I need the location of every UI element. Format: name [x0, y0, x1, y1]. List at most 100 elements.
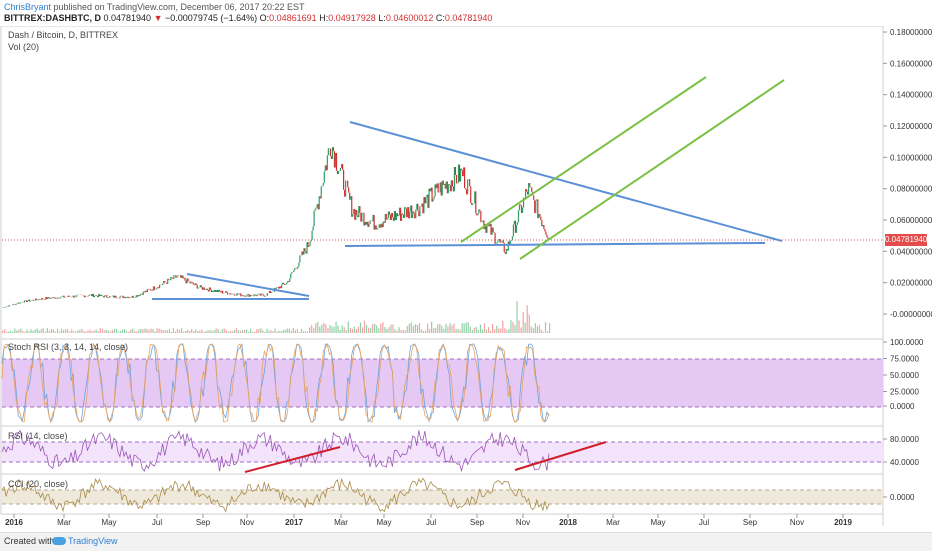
x-tick-label: Nov: [240, 518, 254, 527]
volume-bar: [307, 331, 309, 333]
volume-bar: [506, 330, 508, 333]
volume-bar: [333, 326, 335, 333]
volume-bar: [534, 323, 536, 333]
volume-bar: [178, 330, 181, 333]
volume-bar: [317, 321, 319, 333]
volume-bar: [213, 330, 215, 333]
price-chart[interactable]: 0.18000000 0.16000000 0.14000000 0.12000000…: [0, 26, 932, 532]
y-tick-label: 0.02000000: [890, 279, 932, 288]
price-axis[interactable]: 0.18000000 0.16000000 0.14000000 0.12000000…: [883, 28, 932, 502]
volume-title: Vol (20): [8, 42, 40, 52]
volume-bar: [101, 328, 103, 333]
volume-bar: [363, 320, 366, 333]
volume-bar: [26, 329, 28, 333]
volume-bar: [170, 331, 172, 333]
oscillator-lines: [1, 342, 550, 513]
volume-bar: [168, 329, 170, 333]
volume-bar: [404, 330, 406, 333]
tradingview-logo-icon[interactable]: [52, 537, 66, 545]
volume-bar: [410, 322, 412, 333]
volume-bar: [292, 328, 294, 333]
volume-bar: [469, 326, 471, 333]
volume-bar: [172, 328, 175, 333]
volume-bar: [48, 330, 50, 333]
volume-bar: [264, 331, 266, 333]
triangle-upper-line[interactable]: [349, 121, 783, 242]
author-link[interactable]: ChrisBryant: [4, 2, 52, 12]
volume-bar: [262, 330, 264, 333]
volume-bar: [378, 328, 380, 333]
indicator-tick-label: 0.0000: [890, 493, 915, 502]
time-axis[interactable]: 2016 Mar May Jul Sep Nov 2017 Mar May Jul Sep Nov 20…: [1, 513, 883, 527]
tradingview-brand-link[interactable]: TradingView: [68, 536, 118, 546]
volume-bar: [455, 329, 457, 333]
volume-bar: [16, 330, 18, 333]
volume-bar: [382, 322, 384, 333]
volume-bar: [522, 312, 524, 333]
volume-bar: [12, 331, 14, 333]
volume-bar: [10, 330, 12, 333]
volume-bar: [290, 331, 292, 333]
channel-lower-line[interactable]: [519, 79, 785, 260]
volume-bar: [60, 328, 63, 333]
volume-bar: [248, 331, 250, 333]
open-value: 0.04861691: [269, 13, 317, 23]
indicator-tick-label: 75.0000: [890, 355, 919, 364]
volume-bar: [197, 331, 199, 333]
volume-bar: [538, 324, 541, 333]
volume-bar: [4, 329, 6, 333]
x-tick-label: May: [650, 518, 665, 527]
volume-bar: [544, 321, 547, 333]
volume-bar: [83, 330, 85, 333]
volume-bar: [339, 329, 341, 333]
volume-bar: [36, 328, 38, 333]
low-value: 0.04600012: [385, 13, 434, 23]
volume-bar: [128, 331, 130, 333]
volume-bar: [182, 331, 185, 333]
volume-bar: [268, 330, 270, 333]
volume-bar: [518, 320, 520, 333]
rsi-line: [1, 429, 550, 473]
volume-bar: [34, 329, 36, 333]
volume-bar: [18, 329, 20, 333]
trendline-2016-top[interactable]: [186, 273, 310, 297]
volume-bar: [71, 329, 73, 333]
volume-bar: [164, 330, 166, 333]
volume-bar: [516, 301, 518, 333]
volume-bars: [2, 301, 551, 333]
volume-bar: [233, 329, 236, 333]
x-tick-label: Jul: [152, 518, 162, 527]
volume-bar: [548, 323, 551, 333]
volume-bar: [467, 322, 469, 333]
volume-bar: [211, 330, 213, 333]
x-tick-label: Mar: [57, 518, 71, 527]
volume-bar: [479, 324, 482, 333]
volume-bar: [351, 328, 353, 333]
volume-bar: [408, 323, 410, 333]
triangle-lower-line[interactable]: [344, 242, 766, 247]
rsi-divergence-line-2[interactable]: [514, 441, 607, 471]
volume-bar: [465, 322, 467, 333]
volume-bar: [223, 328, 225, 333]
rsi-title: RSI (14, close): [8, 431, 68, 441]
volume-bar: [63, 330, 65, 333]
ohlc-line: BITTREX:DASHBTC, D 0.04781940 ▼ −0.00079…: [4, 13, 492, 23]
volume-bar: [67, 329, 69, 333]
volume-bar: [50, 328, 53, 333]
volume-bar: [424, 330, 427, 333]
volume-bar: [508, 329, 510, 333]
x-tick-label: Sep: [196, 518, 211, 527]
rsi-divergence-line-1[interactable]: [244, 446, 341, 473]
volume-bar: [492, 323, 494, 333]
volume-bar: [117, 331, 120, 333]
volume-bar: [274, 328, 276, 333]
volume-bar: [144, 328, 146, 333]
volume-bar: [24, 331, 26, 333]
volume-bar: [52, 329, 55, 333]
down-arrow-icon: ▼: [153, 13, 163, 23]
channel-upper-line[interactable]: [460, 76, 707, 243]
volume-bar: [536, 326, 538, 333]
volume-bar: [463, 323, 465, 333]
volume-bar: [272, 331, 274, 333]
volume-bar: [302, 331, 305, 333]
